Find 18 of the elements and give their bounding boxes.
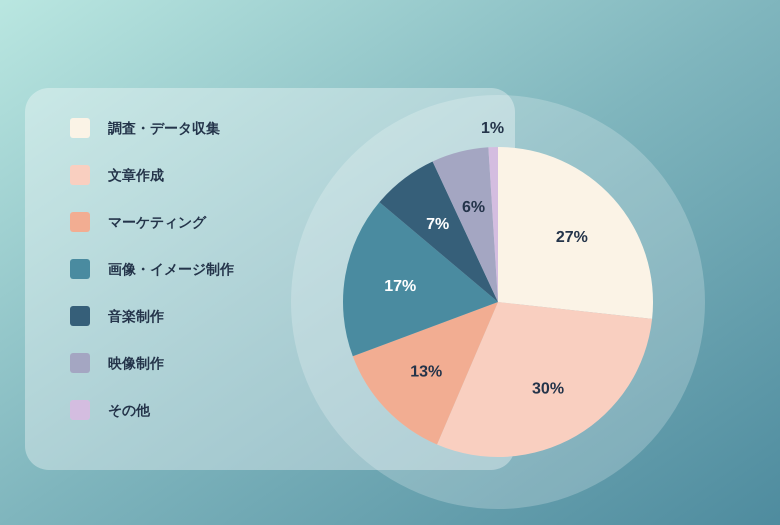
legend-label: 調査・データ収集	[108, 120, 220, 136]
legend-label: 映像制作	[108, 355, 164, 371]
legend-label: その他	[108, 402, 151, 418]
data-label: 7%	[426, 216, 450, 234]
legend-label: 文章作成	[107, 167, 164, 183]
data-label: 1%	[480, 120, 504, 137]
data-label: 6%	[462, 198, 486, 216]
legend-label: 音楽制作	[107, 308, 164, 324]
data-label: 17%	[384, 278, 416, 296]
legend-label: マーケティング	[108, 214, 207, 230]
pie-slice	[498, 147, 653, 319]
data-label: 30%	[532, 380, 564, 398]
legend-label: 画像・イメージ制作	[108, 261, 234, 277]
data-label: 13%	[410, 363, 442, 380]
pie-slice	[352, 302, 498, 444]
pie-slice	[379, 161, 498, 302]
data-label: 27%	[556, 228, 588, 246]
pie-slice	[343, 202, 498, 356]
